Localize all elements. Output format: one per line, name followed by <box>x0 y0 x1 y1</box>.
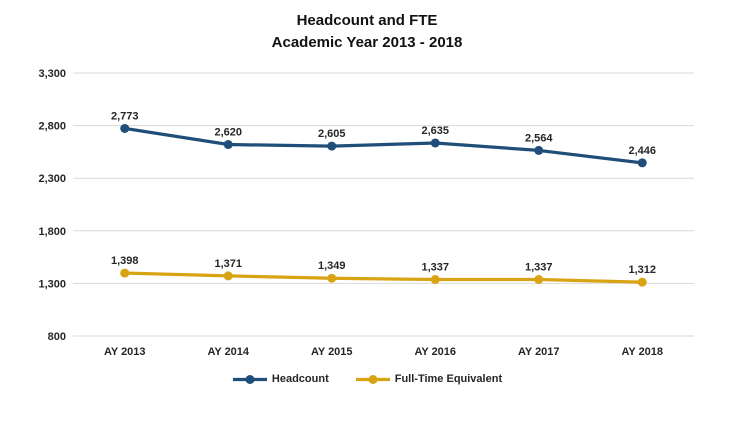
data-point <box>430 275 440 285</box>
legend-item-headcount: Headcount <box>232 373 329 385</box>
x-tick-label: AY 2013 <box>104 346 146 358</box>
y-tick-label: 3,300 <box>38 68 66 80</box>
x-tick-label: AY 2017 <box>518 346 560 358</box>
chart-title: Headcount and FTE Academic Year 2013 - 2… <box>0 10 734 54</box>
y-tick-label: 1,300 <box>38 278 66 290</box>
headcount-line-marker-icon <box>232 374 267 384</box>
x-tick-label: AY 2014 <box>207 346 249 358</box>
data-label: 1,312 <box>628 264 656 276</box>
legend-label-fte: Full-Time Equivalent <box>394 373 503 385</box>
data-label: 2,635 <box>421 125 449 137</box>
data-point <box>327 141 337 151</box>
data-point <box>327 273 337 283</box>
y-tick-label: 2,800 <box>38 121 66 133</box>
y-tick-label: 800 <box>48 331 66 343</box>
data-label: 2,773 <box>111 110 139 122</box>
data-point <box>534 145 544 155</box>
data-point <box>637 158 647 168</box>
data-point <box>120 123 130 133</box>
x-tick-label: AY 2015 <box>311 346 353 358</box>
series-line-headcount <box>123 126 644 165</box>
data-label: 1,371 <box>214 258 242 270</box>
chart-legend: Headcount Full-Time Equivalent <box>0 373 734 385</box>
y-tick-label: 2,300 <box>38 173 66 185</box>
data-point <box>637 277 647 287</box>
series-line-full-time-equivalent <box>123 271 644 284</box>
data-label: 2,564 <box>525 132 553 144</box>
data-point <box>223 140 233 150</box>
chart-title-line2: Academic Year 2013 - 2018 <box>271 34 463 51</box>
data-label: 2,620 <box>214 127 242 139</box>
legend-label-headcount: Headcount <box>271 373 329 385</box>
x-tick-label: AY 2016 <box>414 346 456 358</box>
data-point <box>120 268 130 278</box>
x-tick-label: AY 2018 <box>621 346 663 358</box>
data-label: 1,349 <box>318 260 346 272</box>
data-label: 1,398 <box>111 255 139 267</box>
data-label: 1,337 <box>525 262 553 274</box>
chart-title-line1: Headcount and FTE <box>296 12 438 29</box>
legend-marker <box>368 374 378 384</box>
data-label: 2,446 <box>628 145 656 157</box>
data-label: 2,605 <box>318 128 346 140</box>
data-point <box>534 275 544 285</box>
y-tick-label: 1,800 <box>38 226 66 238</box>
data-label: 1,337 <box>421 262 449 274</box>
fte-line-marker-icon <box>355 374 390 384</box>
legend-marker <box>245 374 255 384</box>
data-point <box>430 138 440 148</box>
data-point <box>223 271 233 281</box>
legend-item-fte: Full-Time Equivalent <box>355 373 502 385</box>
